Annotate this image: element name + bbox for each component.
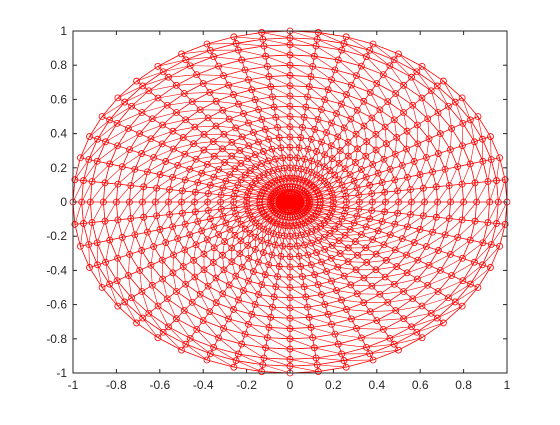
x-tick-label: -0.4 [193,378,214,392]
y-tick-label: 1 [60,24,67,38]
x-tick-label: -0.8 [106,378,127,392]
x-tick-label: 0.2 [325,378,342,392]
y-tick-label: 0.2 [50,161,67,175]
y-tick-label: 0.4 [50,127,67,141]
x-tick-label: 1 [504,378,511,392]
y-tick-label: -0.6 [46,298,67,312]
y-tick-label: -1 [56,366,67,380]
y-tick-label: 0 [60,195,67,209]
x-tick-label: 0 [287,378,294,392]
y-tick-label: 0.6 [50,92,67,106]
x-tick-label: -0.6 [149,378,170,392]
x-tick-label: 0.8 [455,378,472,392]
y-tick-label: 0.8 [50,58,67,72]
y-tick-label: -0.4 [46,263,67,277]
x-tick-label: 0.4 [368,378,385,392]
x-tick-label: -0.2 [236,378,257,392]
x-tick-label: -1 [68,378,79,392]
x-tick-label: 0.6 [412,378,429,392]
y-tick-label: -0.2 [46,229,67,243]
y-tick-label: -0.8 [46,332,67,346]
